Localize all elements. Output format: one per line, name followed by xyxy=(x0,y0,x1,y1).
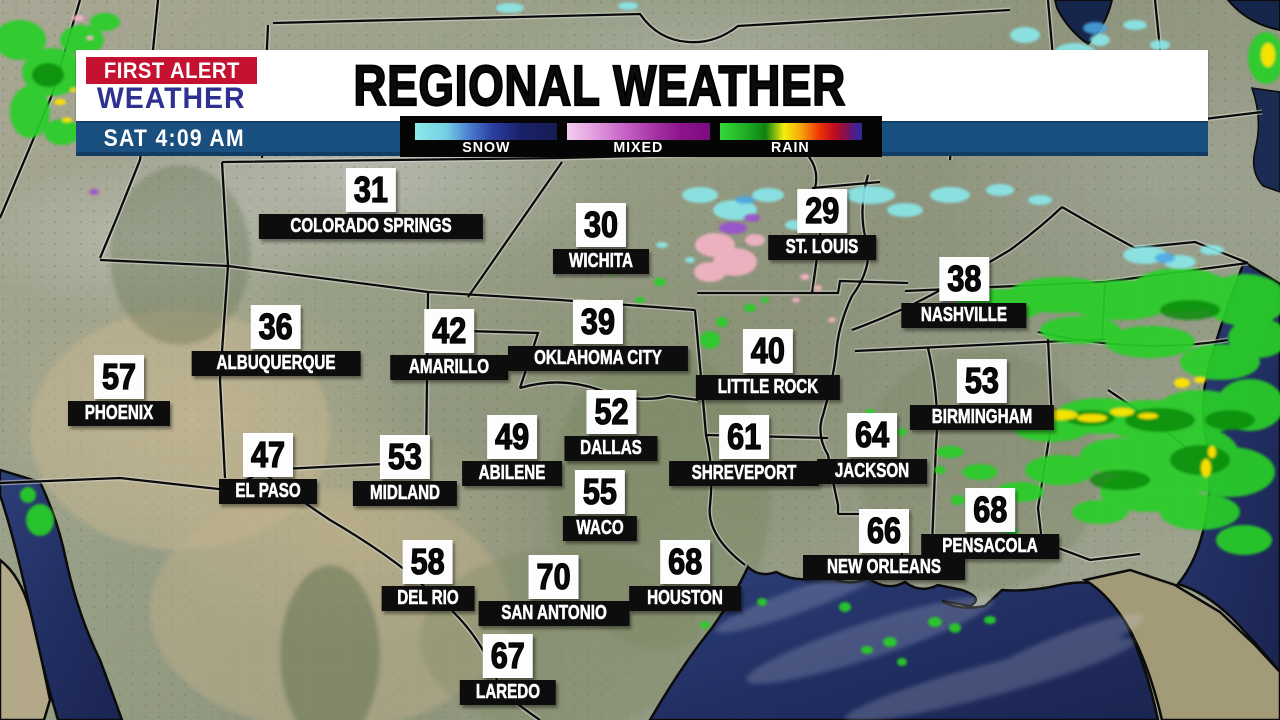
legend-gradient-swatch xyxy=(567,123,710,140)
city-name: EL PASO xyxy=(219,479,317,504)
gulf-of-california xyxy=(0,468,124,720)
city-name: BIRMINGHAM xyxy=(909,405,1055,430)
city-label: 30 WICHITA xyxy=(552,203,650,274)
city-name: NEW ORLEANS xyxy=(803,555,965,580)
city-name: DEL RIO xyxy=(381,586,475,611)
radar-snow xyxy=(496,2,1224,269)
city-name: MIDLAND xyxy=(352,481,458,506)
city-temperature: 49 xyxy=(486,415,538,459)
legend-gradient-swatch xyxy=(415,123,558,140)
city-label: 67 LAREDO xyxy=(459,634,557,705)
city-name: HOUSTON xyxy=(629,586,741,611)
city-label: 58 DEL RIO xyxy=(381,540,475,611)
city-label: 39 OKLAHOMA CITY xyxy=(507,300,689,371)
city-name: NASHVILLE xyxy=(901,303,1027,328)
city-temperature: 55 xyxy=(574,470,626,514)
city-label: 42 AMARILLO xyxy=(390,309,508,380)
city-temperature: 36 xyxy=(250,305,302,349)
city-name: WACO xyxy=(562,516,638,541)
city-label: 29 ST. LOUIS xyxy=(768,189,876,260)
city-temperature: 68 xyxy=(964,488,1016,532)
lake-michigan xyxy=(1053,0,1114,46)
city-label: 68 HOUSTON xyxy=(629,540,741,611)
city-temperature: 61 xyxy=(718,415,770,459)
city-label: 38 NASHVILLE xyxy=(901,257,1027,328)
gulf-cloud-streaks xyxy=(715,567,1144,720)
city-name: PHOENIX xyxy=(67,401,171,426)
city-temperature: 47 xyxy=(242,433,294,477)
city-name: PENSACOLA xyxy=(921,534,1059,559)
city-name: SHREVEPORT xyxy=(669,461,819,486)
city-label: 66 NEW ORLEANS xyxy=(803,509,965,580)
city-label: 53 MIDLAND xyxy=(352,435,458,506)
city-name: LITTLE ROCK xyxy=(695,375,841,400)
city-name: ST. LOUIS xyxy=(768,235,876,260)
precip-legend: SNOW MIXED RAIN xyxy=(400,116,882,157)
city-temperature: 53 xyxy=(956,359,1008,403)
city-name: COLORADO SPRINGS xyxy=(258,214,484,239)
legend-label: RAIN xyxy=(771,139,811,156)
city-name: LAREDO xyxy=(459,680,557,705)
city-temperature: 58 xyxy=(402,540,454,584)
city-label: 70 SAN ANTONIO xyxy=(478,555,630,626)
city-label: 40 LITTLE ROCK xyxy=(695,329,841,400)
city-temperature: 67 xyxy=(482,634,534,678)
city-name: AMARILLO xyxy=(390,355,508,380)
legend-gradient-swatch xyxy=(719,123,862,140)
city-temperature: 29 xyxy=(796,189,848,233)
city-name: OKLAHOMA CITY xyxy=(507,346,689,371)
city-temperature: 39 xyxy=(572,300,624,344)
radar-mixed xyxy=(72,15,836,323)
city-name: SAN ANTONIO xyxy=(478,601,630,626)
legend-item: MIXED xyxy=(567,123,710,156)
city-temperature: 64 xyxy=(846,413,898,457)
city-temperature: 57 xyxy=(93,355,145,399)
city-temperature: 66 xyxy=(858,509,910,553)
baja-peninsula xyxy=(0,558,52,720)
legend-item: SNOW xyxy=(415,123,558,156)
city-label: 55 WACO xyxy=(562,470,638,541)
city-name: ABILENE xyxy=(462,461,562,486)
city-temperature: 30 xyxy=(575,203,627,247)
city-label: 53 BIRMINGHAM xyxy=(909,359,1055,430)
city-label: 64 JACKSON xyxy=(817,413,927,484)
city-label: 31 COLORADO SPRINGS xyxy=(258,168,484,239)
city-label: 57 PHOENIX xyxy=(67,355,171,426)
station-logo: FIRST ALERT WEATHER xyxy=(76,53,267,115)
city-label: 61 SHREVEPORT xyxy=(669,415,819,486)
legend-label: MIXED xyxy=(613,139,664,156)
legend-label: SNOW xyxy=(462,139,511,156)
city-label: 36 ALBUQUERQUE xyxy=(191,305,361,376)
city-label: 49 ABILENE xyxy=(462,415,562,486)
city-temperature: 70 xyxy=(528,555,580,599)
city-temperature: 52 xyxy=(585,390,637,434)
city-temperature: 31 xyxy=(345,168,397,212)
city-name: JACKSON xyxy=(817,459,927,484)
city-name: WICHITA xyxy=(552,249,650,274)
city-temperature: 53 xyxy=(379,435,431,479)
logo-weather: WEATHER xyxy=(97,82,246,115)
legend-item: RAIN xyxy=(719,123,862,156)
city-label: 52 DALLAS xyxy=(564,390,658,461)
city-label: 68 PENSACOLA xyxy=(921,488,1059,559)
city-name: ALBUQUERQUE xyxy=(191,351,361,376)
timestamp: SAT 4:09 AM xyxy=(103,124,245,152)
city-name: DALLAS xyxy=(564,436,658,461)
page-title: REGIONAL WEATHER xyxy=(353,52,847,118)
city-temperature: 42 xyxy=(423,309,475,353)
city-temperature: 40 xyxy=(742,329,794,373)
logo-first-alert: FIRST ALERT xyxy=(86,57,257,84)
city-label: 47 EL PASO xyxy=(219,433,317,504)
header-bar: FIRST ALERT WEATHER REGIONAL WEATHER xyxy=(76,50,1208,121)
city-temperature: 38 xyxy=(938,257,990,301)
florida-peninsula xyxy=(1081,568,1280,720)
chesapeake-bay xyxy=(1250,87,1280,193)
lake-erie xyxy=(1226,0,1280,32)
city-temperature: 68 xyxy=(659,540,711,584)
